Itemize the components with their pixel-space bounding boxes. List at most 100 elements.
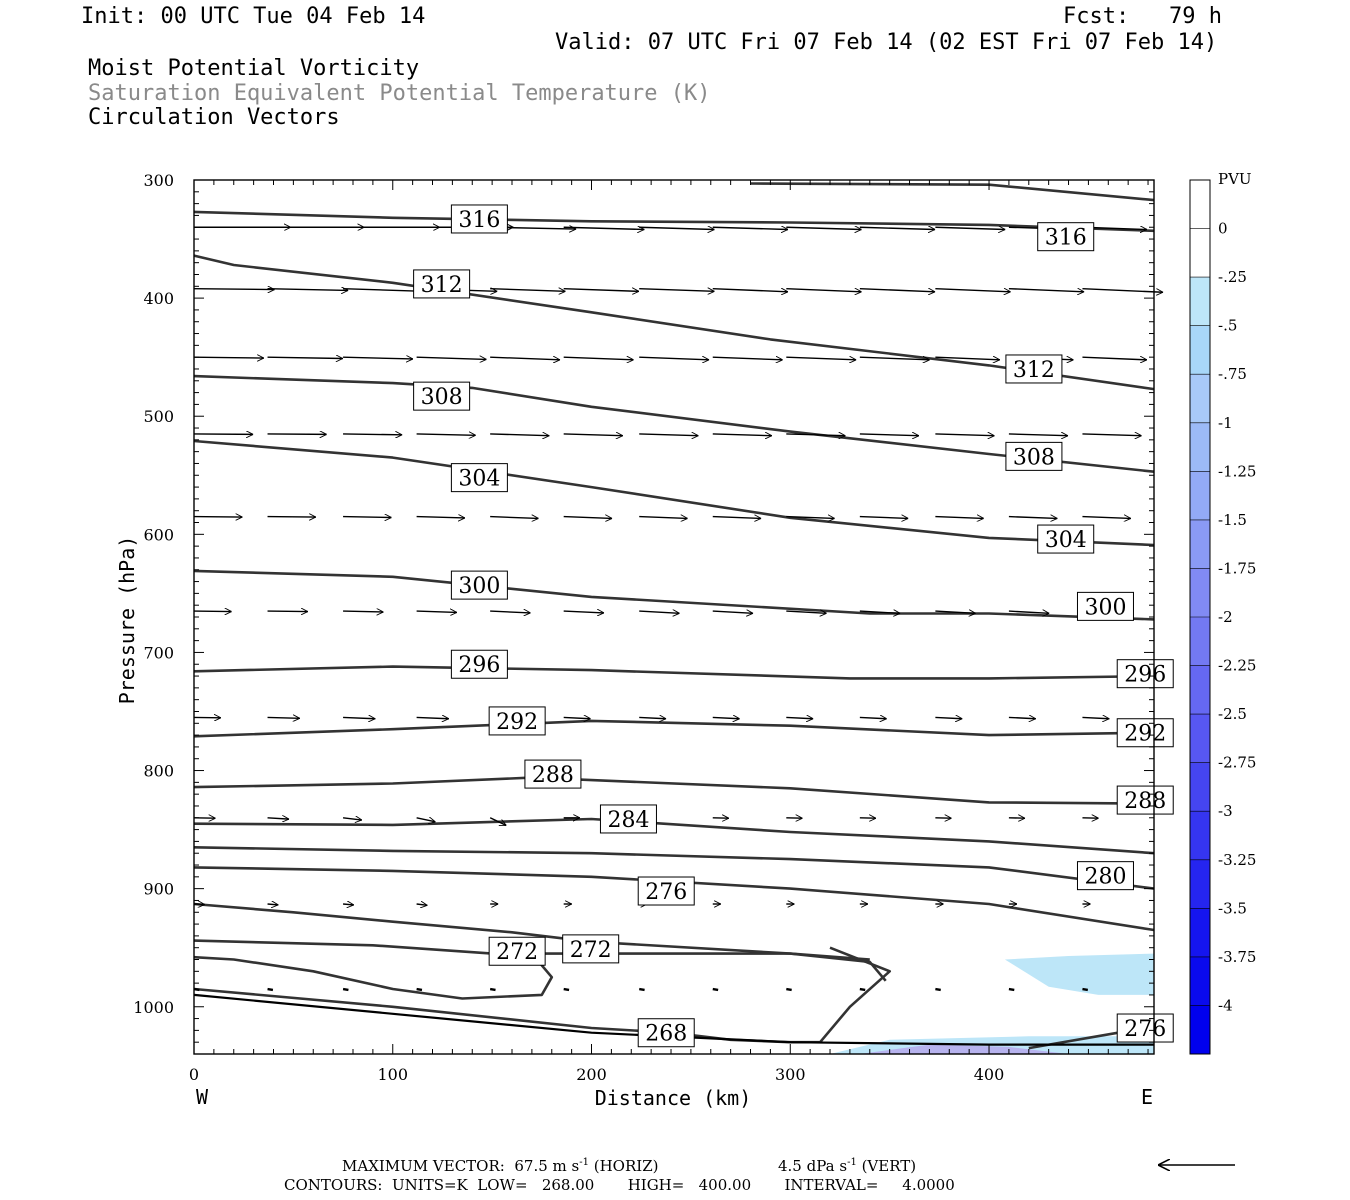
vector-1-8 xyxy=(786,287,861,292)
vector-4-3 xyxy=(416,517,465,518)
contour-300-5 xyxy=(193,569,1155,621)
contour-284-9 xyxy=(193,817,1155,855)
vector-9-11 xyxy=(1008,987,1015,992)
horiz-exp: -1 xyxy=(579,1157,589,1168)
vector-7-1 xyxy=(267,818,290,819)
vector-4-7 xyxy=(712,517,761,519)
vector-5-8 xyxy=(786,611,826,613)
vector-9-3 xyxy=(416,987,423,992)
colorbar-label: -4 xyxy=(1218,996,1233,1014)
vert-max: 4.5 dPa s xyxy=(778,1157,848,1175)
contour-label-box-312-2-0 xyxy=(413,269,471,299)
vector-0-8 xyxy=(786,227,861,229)
forecast-hour: Fcst: 79 h xyxy=(1063,4,1222,29)
colorbar-label: -3.75 xyxy=(1218,948,1256,966)
vector-4-11 xyxy=(1008,517,1057,519)
vert-max-text: 4.5 dPa s-1 (VERT) xyxy=(778,1157,916,1175)
colorbar-swatch-2 xyxy=(1190,277,1210,327)
contour-label-layer: 316 316 312 312 308 308 304 304 300 300 296 296 292 2… xyxy=(413,204,1174,1048)
colorbar-label: -2 xyxy=(1218,608,1233,626)
vector-9-5 xyxy=(563,987,570,992)
pv-shading-layer xyxy=(830,953,1154,1054)
horiz-suffix: (HORIZ) xyxy=(588,1157,659,1175)
vector-5-6 xyxy=(639,611,679,613)
vector-6-7 xyxy=(712,717,740,718)
x-tick-label: 100 xyxy=(377,1065,408,1084)
y-tick-label: 700 xyxy=(143,643,174,662)
vector-6-6 xyxy=(639,717,666,718)
y-tick-label: 800 xyxy=(143,762,174,781)
vector-9-10 xyxy=(935,987,941,992)
contour-280-10 xyxy=(193,846,1155,890)
contour-label-304: 304 xyxy=(1045,528,1087,553)
contour-316-1 xyxy=(750,182,1155,202)
contour-label-box-280-10-0 xyxy=(1076,861,1134,891)
colorbar-label: -1 xyxy=(1218,414,1233,432)
vector-9-0 xyxy=(193,987,200,992)
colorbar-swatch-10 xyxy=(1190,665,1210,715)
x-tick-label: 200 xyxy=(576,1065,607,1084)
vector-0-5 xyxy=(563,227,645,229)
x-axis-title: Distance (km) xyxy=(595,1086,752,1110)
vector-1-5 xyxy=(563,289,639,292)
vector-6-3 xyxy=(416,717,449,718)
colorbar-label: -2.25 xyxy=(1218,657,1256,675)
vector-2-7 xyxy=(712,357,783,360)
contour-label-312: 312 xyxy=(421,273,463,298)
contour-label-box-292-7-0 xyxy=(488,706,546,736)
colorbar-swatch-17 xyxy=(1190,1005,1210,1055)
contour-label-box-276-11-0 xyxy=(637,876,695,906)
vector-3-7 xyxy=(712,434,772,436)
contour-label-292: 292 xyxy=(1124,722,1166,747)
vector-4-12 xyxy=(1082,517,1130,519)
vector-2-12 xyxy=(1082,357,1147,360)
contour-312-2 xyxy=(193,254,1155,391)
colorbar-swatch-3 xyxy=(1190,325,1210,375)
vector-4-5 xyxy=(563,517,612,519)
plot-frame xyxy=(193,179,1155,1055)
vector-8-2 xyxy=(343,904,354,905)
colorbar-swatch-13 xyxy=(1190,811,1210,861)
contour-label-box-308-3-0 xyxy=(413,381,471,411)
colorbar-swatch-11 xyxy=(1190,714,1210,764)
y-tick-label: 400 xyxy=(143,289,174,308)
vector-9-9 xyxy=(859,987,866,992)
west-label: W xyxy=(196,1085,209,1109)
colorbar-label: -2.75 xyxy=(1218,754,1256,772)
vector-0-10 xyxy=(935,227,1005,229)
vector-0-7 xyxy=(712,227,788,229)
contour-label-box-288-8-0 xyxy=(524,759,582,789)
colorbar-label: -1.75 xyxy=(1218,559,1256,577)
contour-316-0 xyxy=(193,210,1155,233)
vector-3-4 xyxy=(490,434,549,436)
contour-label-box-272-13-1 xyxy=(562,934,620,964)
vert-exp: -1 xyxy=(847,1157,857,1168)
pv-region-2 xyxy=(859,1044,1069,1054)
colorbar-swatch-14 xyxy=(1190,859,1210,909)
contour-label-box-268-15-0 xyxy=(637,1018,695,1048)
colorbar-swatch-4 xyxy=(1190,374,1210,424)
contour-label-300: 300 xyxy=(1084,595,1126,620)
colorbar-label: -.75 xyxy=(1218,365,1247,383)
vector-1-12 xyxy=(1082,287,1163,293)
vector-9-12 xyxy=(1082,987,1089,992)
contour-label-288: 288 xyxy=(1124,789,1166,814)
vector-3-10 xyxy=(935,434,994,436)
contour-label-box-288-8-1 xyxy=(1116,785,1174,815)
vector-1-9 xyxy=(859,287,935,292)
contour-292-7 xyxy=(193,719,1155,738)
vector-1-6 xyxy=(639,289,714,292)
vector-5-3 xyxy=(416,611,457,612)
contour-label-268: 268 xyxy=(645,1022,687,1047)
vector-3-8 xyxy=(786,434,845,436)
contour-label-316: 316 xyxy=(458,208,500,233)
contour-296-6 xyxy=(193,665,1155,680)
colorbar-label: -3.25 xyxy=(1218,851,1256,869)
vector-2-9 xyxy=(859,357,930,360)
y-tick-label: 500 xyxy=(143,407,174,426)
field-title-theta-es: Saturation Equivalent Potential Temperat… xyxy=(88,81,711,106)
vector-0-6 xyxy=(639,227,714,229)
vector-9-6 xyxy=(639,987,645,992)
vector-5-10 xyxy=(935,611,975,613)
y-tick-label: 600 xyxy=(143,525,174,544)
